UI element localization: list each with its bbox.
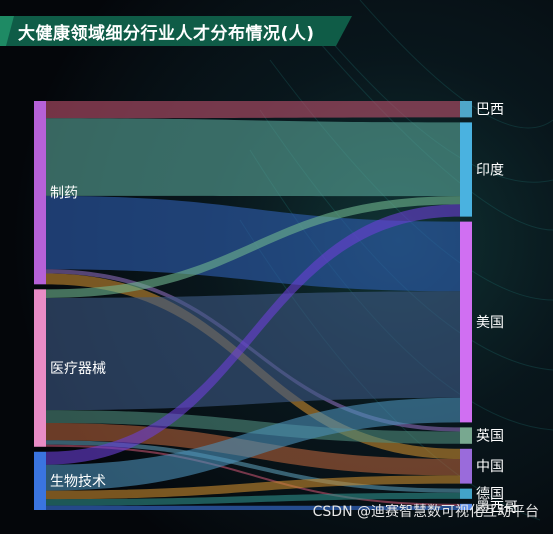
- target-node-bar: [460, 122, 472, 217]
- target-node-label: 中国: [476, 459, 504, 475]
- sankey-link: [46, 475, 460, 500]
- sankey-links: [46, 101, 460, 510]
- sankey-link: [46, 492, 460, 506]
- sankey-link: [46, 440, 460, 493]
- source-node-bar: [34, 289, 46, 447]
- sankey-link: [46, 505, 460, 510]
- source-node-bar: [34, 451, 46, 510]
- target-node-bar: [460, 427, 472, 444]
- sankey-link: [46, 101, 460, 119]
- sankey-link: [46, 444, 460, 506]
- target-node-bar: [460, 221, 472, 423]
- target-node-label: 巴西: [476, 102, 504, 118]
- source-node-label: 生物技术: [50, 474, 106, 490]
- sankey-link: [46, 204, 460, 465]
- sankey-link: [46, 118, 460, 197]
- sankey-link: [46, 410, 460, 444]
- target-node-label: 英国: [476, 428, 504, 445]
- watermark: CSDN @迪赛智慧数可视化互动平台: [312, 504, 539, 520]
- target-node-label: 美国: [476, 315, 504, 331]
- target-node-bar: [460, 101, 472, 118]
- source-node-bar: [34, 101, 46, 285]
- target-node-label: 印度: [476, 163, 504, 179]
- target-node-bar: [460, 503, 472, 510]
- source-node-label: 制药: [50, 186, 78, 202]
- target-node-bar: [460, 448, 472, 484]
- title-background: [0, 16, 352, 46]
- target-node-label: 墨西哥: [476, 500, 518, 516]
- sankey-link: [46, 397, 460, 491]
- sankey-link: [46, 291, 460, 411]
- chart-title: 大健康领域细分行业人才分布情况(人): [18, 24, 315, 44]
- source-node-label: 医疗器械: [50, 361, 106, 377]
- target-node-label: 德国: [476, 487, 504, 503]
- target-node-bar: [460, 488, 472, 499]
- sankey-link: [46, 196, 460, 298]
